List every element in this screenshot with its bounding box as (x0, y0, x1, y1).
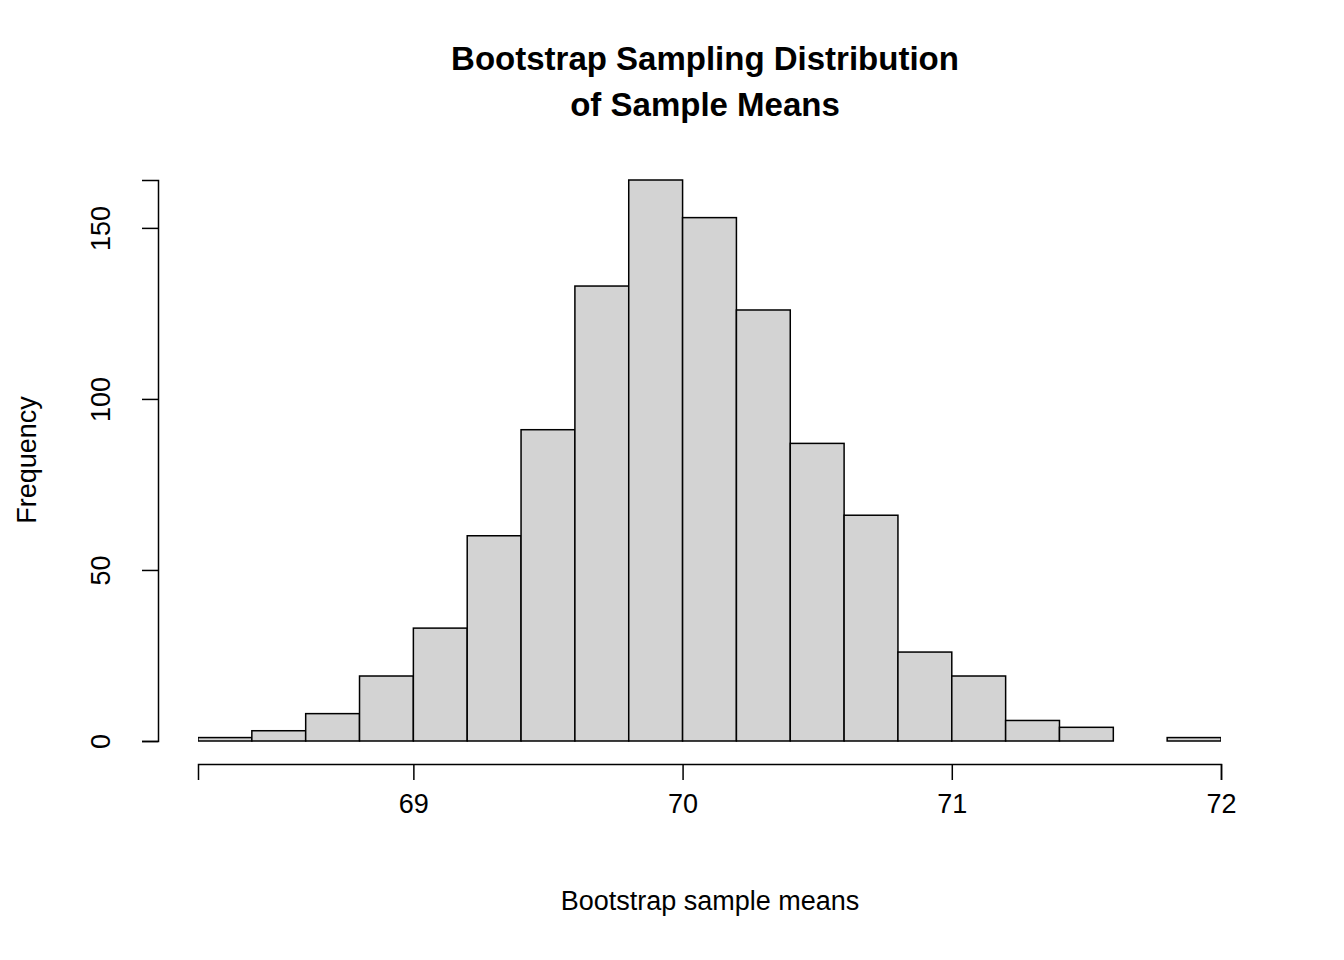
bar (252, 731, 306, 741)
bar (1113, 740, 1167, 742)
x-axis: 69 70 71 72 (199, 764, 1237, 819)
y-tick: 100 (86, 377, 158, 422)
bar (790, 443, 844, 741)
y-tick-mark (142, 741, 158, 743)
x-tick: 70 (668, 764, 698, 819)
y-tick-label: 150 (86, 206, 116, 251)
bar (629, 180, 683, 741)
y-tick-label: 100 (86, 377, 116, 422)
bar (683, 218, 737, 741)
bar (413, 628, 467, 741)
y-axis: 0 50 100 150 (86, 181, 159, 750)
x-tick-mark (952, 764, 954, 780)
bar (898, 652, 952, 741)
x-tick-mark (413, 764, 415, 780)
bar (306, 714, 360, 741)
x-tick: 71 (937, 764, 967, 819)
bar (198, 738, 252, 741)
x-tick-label: 71 (937, 789, 967, 819)
x-tick-label: 70 (668, 789, 698, 819)
title: Bootstrap Sampling Distributionof Sample… (451, 40, 959, 123)
chart: Bootstrap Sampling Distributionof Sample… (0, 0, 1344, 960)
y-axis-title: Frequency (12, 396, 42, 524)
bar (844, 515, 898, 741)
bar (360, 676, 414, 741)
bar (521, 430, 575, 741)
x-axis-line (199, 765, 1222, 781)
y-axis-line (142, 181, 159, 742)
y-tick-label: 0 (86, 734, 116, 749)
y-tick: 150 (86, 206, 158, 251)
bar (952, 676, 1006, 741)
y-tick-label: 50 (86, 555, 116, 585)
bars (198, 180, 1221, 741)
x-tick-mark (682, 764, 684, 780)
x-tick-label: 72 (1206, 789, 1236, 819)
y-tick: 0 (86, 734, 158, 749)
x-tick: 72 (1206, 764, 1236, 819)
y-tick: 50 (86, 555, 158, 585)
bar (575, 286, 629, 741)
x-tick-mark (1221, 764, 1223, 780)
bar (1059, 727, 1113, 741)
x-axis-title: Bootstrap sample means (561, 886, 860, 916)
y-tick-mark (142, 399, 158, 401)
bar (467, 536, 521, 741)
bar (1167, 738, 1221, 741)
bar (736, 310, 790, 741)
y-tick-mark (142, 570, 158, 572)
x-tick-label: 69 (399, 789, 429, 819)
y-tick-mark (142, 228, 158, 230)
x-tick: 69 (399, 764, 429, 819)
bar (1006, 720, 1060, 741)
